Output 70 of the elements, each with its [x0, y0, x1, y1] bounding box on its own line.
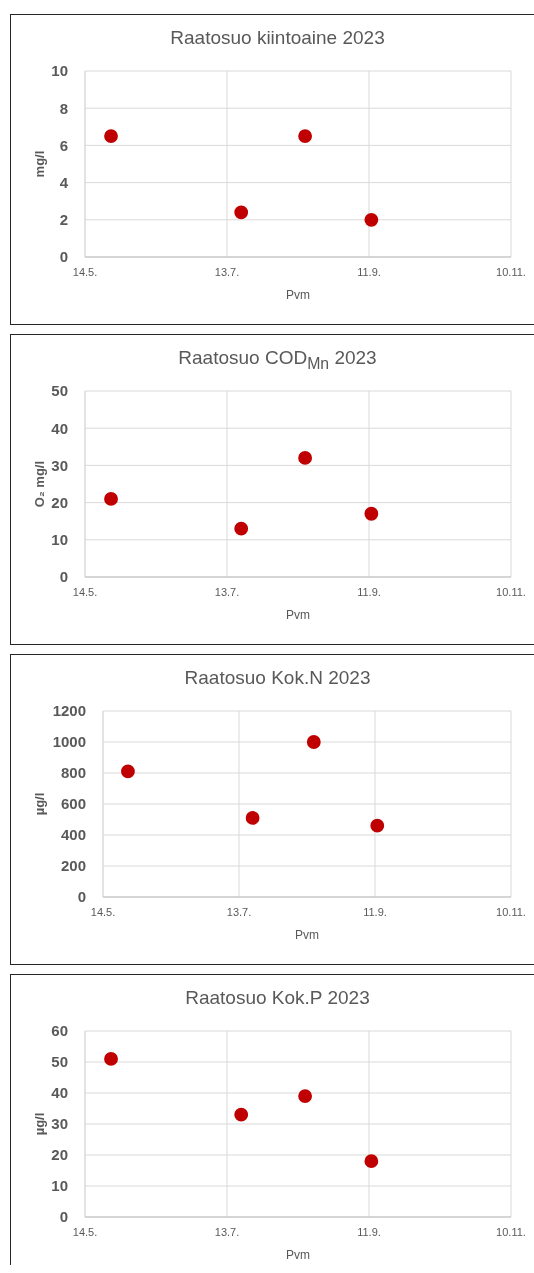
x-tick-label: 11.9.	[363, 905, 387, 918]
y-tick-label: 600	[60, 795, 86, 813]
y-tick-label: 1000	[52, 733, 86, 751]
point	[234, 1107, 249, 1122]
x-tick-label: 11.9.	[357, 1225, 381, 1238]
point	[306, 735, 321, 749]
y-tick-label: 200	[60, 857, 86, 875]
x-axis-title: Pvm	[286, 1248, 310, 1262]
point	[370, 818, 385, 833]
x-tick-label: 10.11.	[496, 1225, 526, 1238]
y-tick-label: 4	[59, 173, 69, 191]
x-tick-label: 14.5.	[72, 265, 98, 278]
x-tick-label: 14.5.	[72, 585, 98, 598]
point	[234, 205, 249, 220]
point	[298, 451, 313, 465]
point	[364, 506, 379, 521]
y-tick-label: 10	[51, 531, 68, 549]
y-tick-label: 0	[59, 1208, 68, 1226]
x-tick-label: 13.7.	[214, 1225, 240, 1238]
x-tick-label: 14.5.	[90, 905, 116, 918]
y-tick-label: 800	[60, 764, 86, 782]
point	[121, 764, 135, 779]
point	[298, 1089, 313, 1103]
x-tick-label: 10.11.	[496, 585, 526, 598]
y-tick-label: 60	[51, 1022, 68, 1040]
chart-title: Raatosuo COD$_{Mn}$ 2023	[177, 346, 378, 374]
x-axis-title: Pvm	[295, 928, 319, 942]
y-tick-label: 30	[51, 456, 68, 474]
y-axis-title: O₂ mg/l	[31, 460, 47, 508]
point	[298, 129, 313, 143]
x-tick-label: 10.11.	[496, 905, 526, 918]
point	[245, 811, 260, 825]
point	[364, 212, 379, 227]
y-tick-label: 10	[51, 62, 68, 80]
x-tick-label: 13.7.	[214, 585, 240, 598]
y-tick-label: 0	[77, 888, 86, 906]
chart-title: Raatosuo Kok.N 2023	[183, 666, 372, 690]
y-tick-label: 50	[51, 382, 68, 400]
point	[104, 129, 118, 143]
x-tick-label: 11.9.	[357, 265, 381, 278]
point	[364, 1154, 379, 1169]
y-tick-label: 2	[59, 211, 68, 229]
point	[234, 521, 249, 536]
x-tick-label: 10.11.	[496, 265, 526, 278]
x-tick-label: 13.7.	[214, 265, 240, 278]
x-axis-title: Pvm	[286, 608, 310, 622]
y-tick-label: 20	[51, 493, 68, 511]
chart-title: Raatosuo Kok.P 2023	[184, 986, 371, 1010]
y-tick-label: 0	[59, 568, 68, 586]
x-tick-label: 14.5.	[72, 1225, 98, 1238]
y-tick-label: 0	[59, 248, 68, 266]
x-axis-title: Pvm	[286, 288, 310, 302]
y-tick-label: 40	[51, 1084, 68, 1102]
chart-title: Raatosuo kiintoaine 2023	[169, 26, 386, 50]
x-tick-label: 13.7.	[226, 905, 252, 918]
y-axis-title: µg/l	[31, 1112, 47, 1136]
y-tick-label: 400	[60, 826, 86, 844]
point	[104, 491, 118, 506]
y-axis-title: mg/l	[31, 150, 47, 178]
y-tick-label: 8	[59, 99, 68, 117]
y-tick-label: 30	[51, 1115, 68, 1133]
point	[104, 1052, 118, 1066]
y-tick-label: 1200	[52, 702, 86, 720]
x-tick-label: 11.9.	[357, 585, 381, 598]
y-tick-label: 20	[51, 1146, 68, 1164]
y-tick-label: 40	[51, 419, 68, 437]
y-axis-title: µg/l	[31, 792, 47, 816]
y-tick-label: 10	[51, 1177, 68, 1195]
y-tick-label: 50	[51, 1053, 68, 1071]
y-tick-label: 6	[59, 136, 68, 154]
